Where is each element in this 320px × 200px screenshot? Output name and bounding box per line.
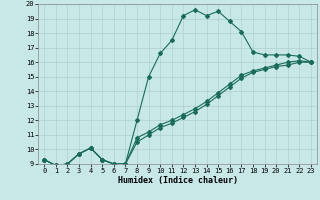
X-axis label: Humidex (Indice chaleur): Humidex (Indice chaleur) xyxy=(118,176,238,185)
